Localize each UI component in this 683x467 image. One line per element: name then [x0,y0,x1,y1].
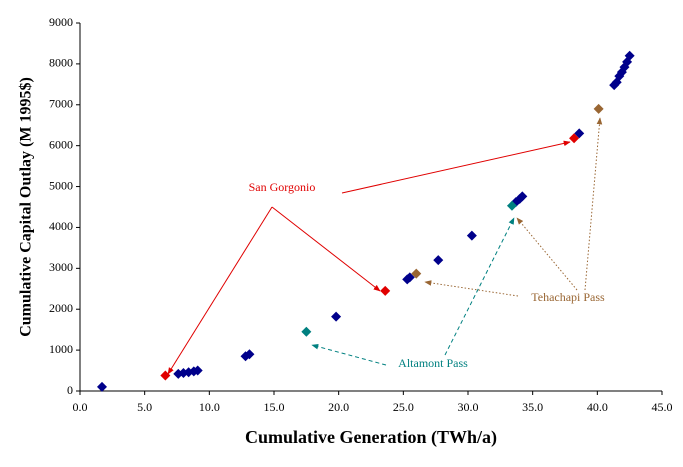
point [624,50,635,61]
point [574,128,585,139]
point [593,103,604,114]
arrow [516,217,578,291]
point [569,133,580,144]
point [433,255,444,266]
x-tick-label: 30.0 [458,400,479,414]
y-tick-label: 0 [67,383,73,397]
point [380,285,391,296]
y-tick-label: 1000 [49,342,73,356]
x-tick-label: 45.0 [652,400,673,414]
annotation: San Gorgonio [249,180,316,194]
point [301,326,312,337]
y-tick-label: 3000 [49,260,73,274]
point [411,268,422,279]
arrow [444,217,515,356]
point [404,272,415,283]
y-tick-label: 4000 [49,219,73,233]
annotation: Altamont Pass [398,356,468,370]
arrow [424,280,519,297]
arrow [311,343,387,366]
annotation-arrows [167,117,603,375]
y-tick-label: 8000 [49,56,73,70]
point [96,381,107,392]
y-tick-label: 9000 [49,15,73,29]
point [466,230,477,241]
y-tick-label: 2000 [49,301,73,315]
arrow [341,140,571,194]
point [506,200,517,211]
x-tick-label: 20.0 [328,400,349,414]
x-tick-label: 25.0 [393,400,414,414]
point [192,365,203,376]
x-tick-label: 10.0 [199,400,220,414]
x-tick-label: 15.0 [264,400,285,414]
x-tick-label: 0.0 [73,400,88,414]
arrow [271,206,381,292]
point [517,191,528,202]
x-tick-label: 40.0 [587,400,608,414]
annotation: Tehachapi Pass [531,290,605,304]
y-tick-label: 7000 [49,97,73,111]
arrow [167,206,273,375]
x-tick-label: 35.0 [522,400,543,414]
y-tick-label: 6000 [49,137,73,151]
point [244,349,255,360]
y-axis-title: Cumulative Capital Outlay (M 1995$) [18,77,35,337]
arrow [584,117,603,291]
y-tick-label: 5000 [49,178,73,192]
point [160,370,171,381]
x-axis-title: Cumulative Generation (TWh/a) [245,427,497,448]
x-tick-label: 5.0 [137,400,152,414]
point [331,311,342,322]
